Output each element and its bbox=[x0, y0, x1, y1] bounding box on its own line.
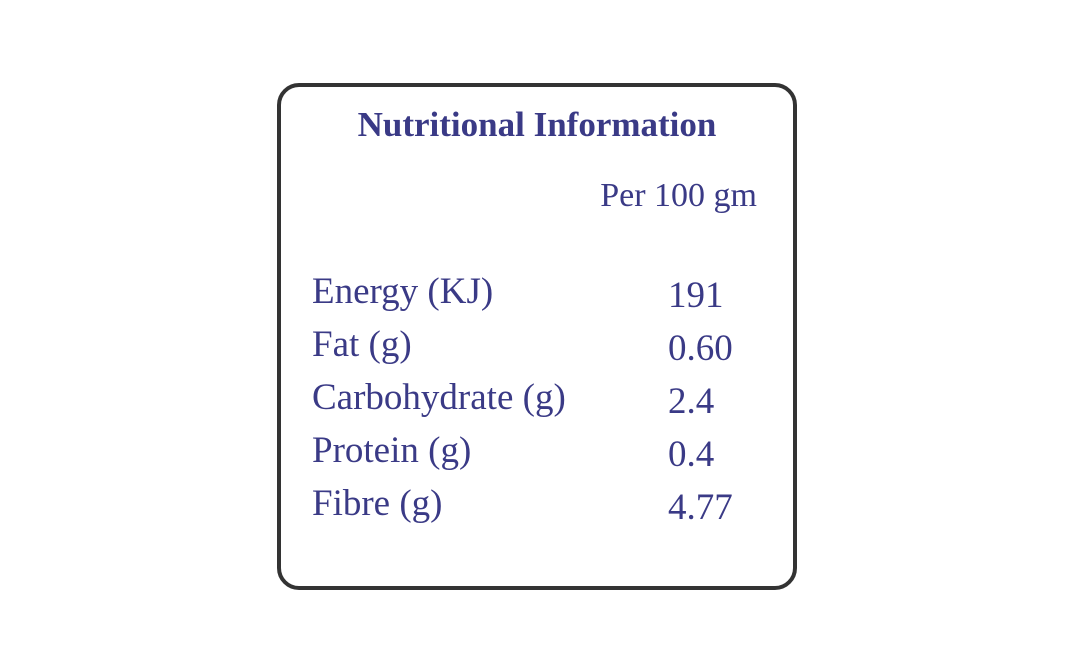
title: Nutritional Information bbox=[357, 105, 717, 144]
nutrient-label: Carbohydrate (g) bbox=[312, 377, 566, 418]
nutrient-value: 2.4 bbox=[668, 381, 715, 422]
table-row: Carbohydrate (g) 2.4 bbox=[312, 376, 772, 428]
table-row: Energy (KJ) 191 bbox=[312, 270, 772, 322]
nutrient-value: 4.77 bbox=[668, 487, 733, 528]
table-row: Fat (g) 0.60 bbox=[312, 323, 772, 375]
subtitle: Per 100 gm bbox=[600, 177, 757, 214]
nutrient-label: Fibre (g) bbox=[312, 483, 443, 524]
nutrient-label: Energy (KJ) bbox=[312, 271, 494, 312]
nutrient-label: Fat (g) bbox=[312, 324, 412, 365]
nutrient-value: 0.4 bbox=[668, 434, 715, 475]
nutrient-label: Protein (g) bbox=[312, 430, 472, 471]
table-row: Fibre (g) 4.77 bbox=[312, 482, 772, 534]
table-row: Protein (g) 0.4 bbox=[312, 429, 772, 481]
nutrition-panel: Nutritional Information Per 100 gm Energ… bbox=[277, 83, 797, 590]
nutrient-value: 0.60 bbox=[668, 328, 733, 369]
nutrient-value: 191 bbox=[668, 275, 724, 316]
